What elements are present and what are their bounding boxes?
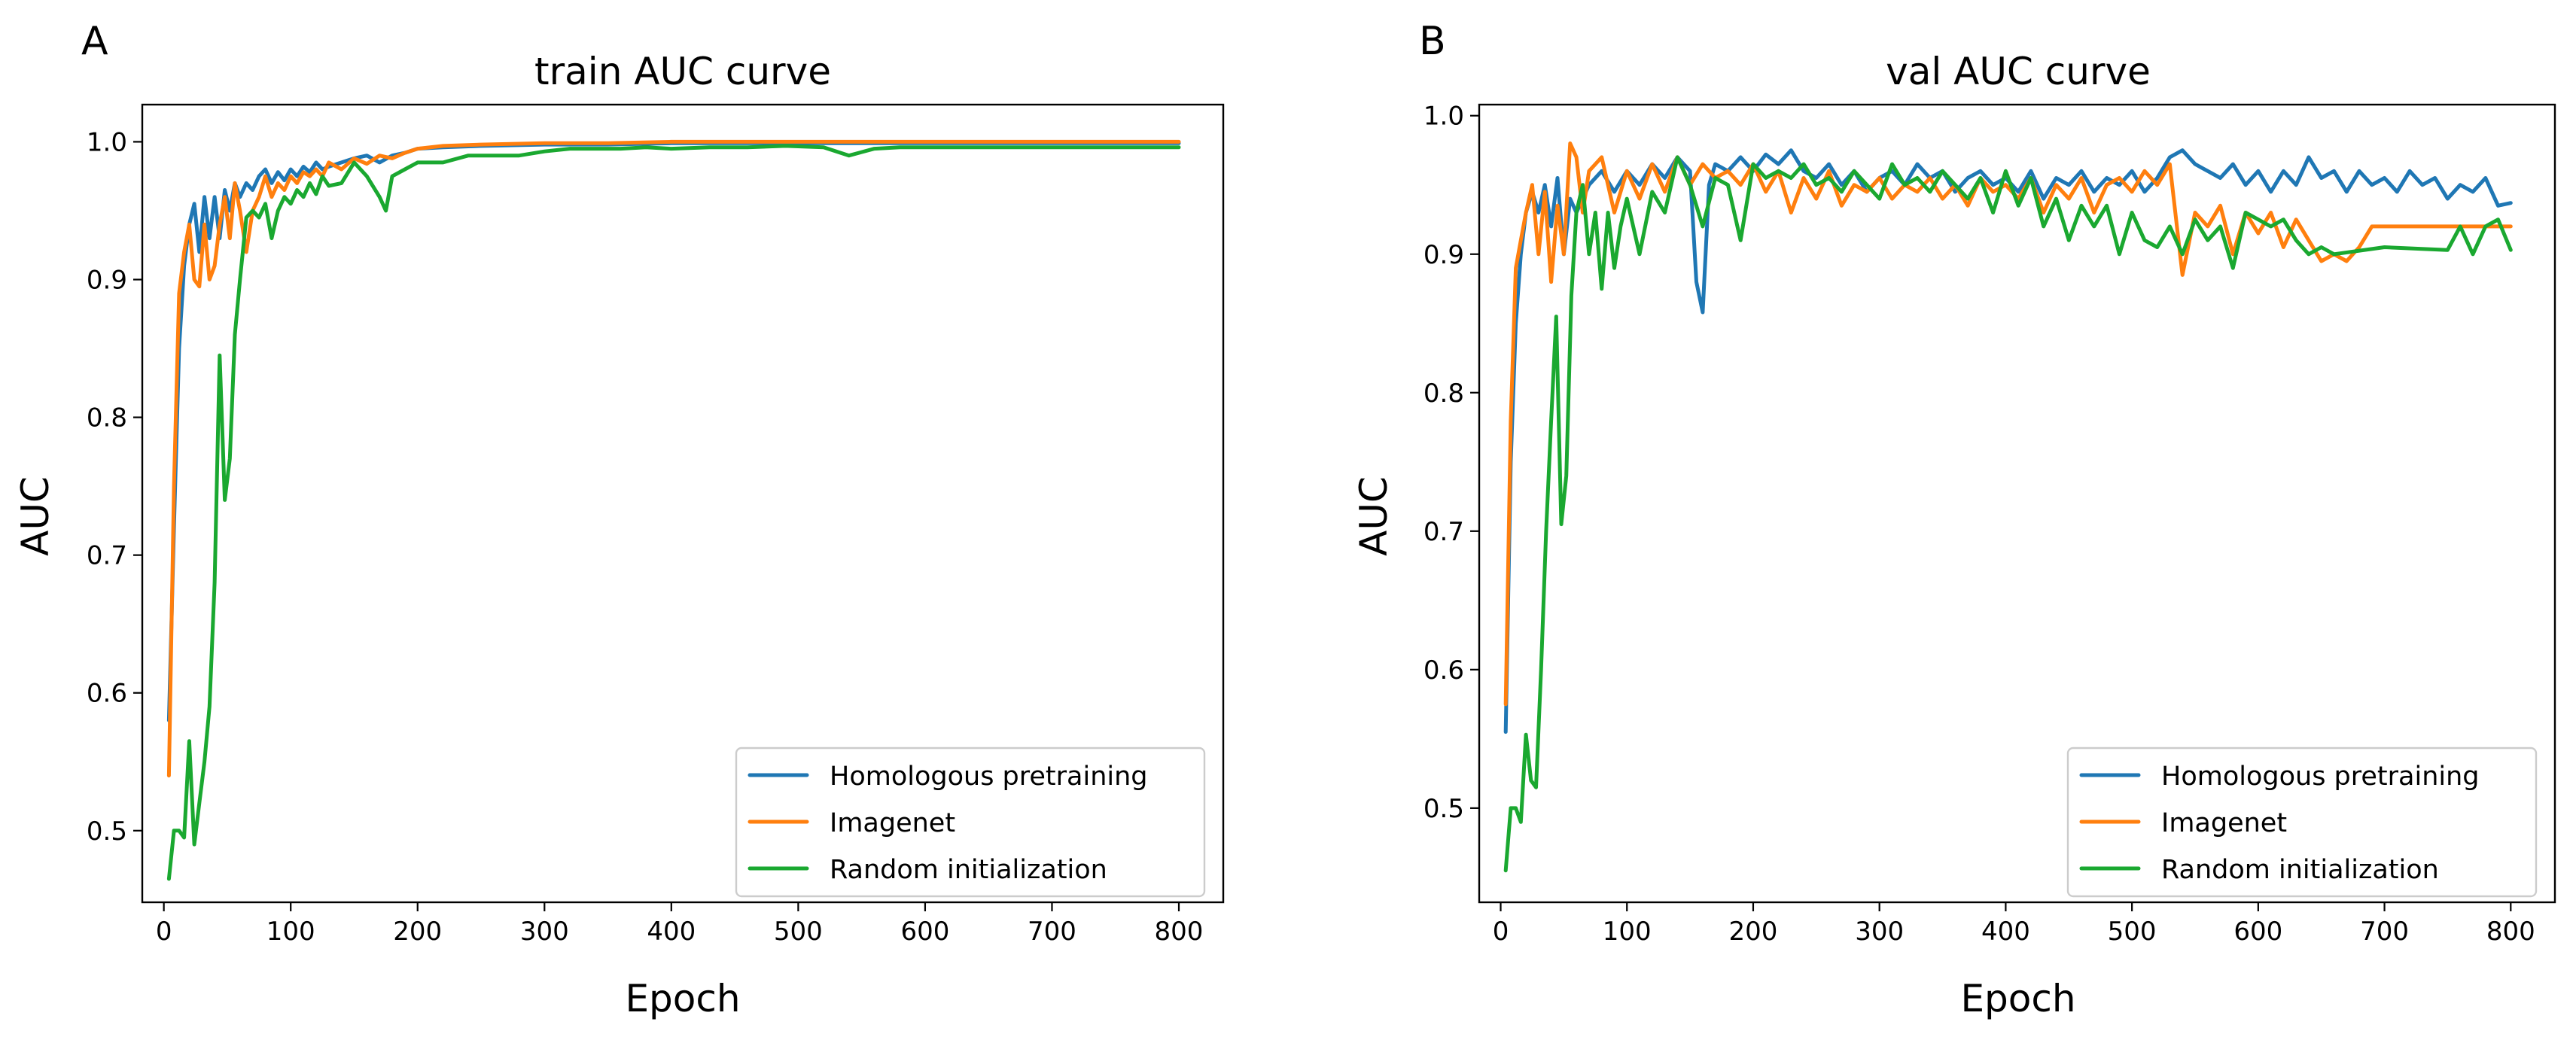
y-tick-label: 0.5 — [1423, 794, 1464, 824]
legend-val: Homologous pretraining Imagenet Random i… — [2066, 747, 2538, 898]
x-tick-label: 400 — [1981, 917, 2030, 947]
panel-label-a: A — [81, 19, 108, 64]
y-tick-label: 0.9 — [87, 266, 127, 296]
x-tick-label: 100 — [266, 917, 315, 947]
legend-train: Homologous pretraining Imagenet Random i… — [735, 747, 1206, 898]
x-tick-label: 800 — [1155, 917, 1204, 947]
chart-title-val: val AUC curve — [1886, 50, 2151, 93]
y-axis-label-train: AUC — [14, 476, 57, 556]
y-tick-label: 1.0 — [1423, 102, 1464, 132]
x-tick-label: 300 — [1855, 917, 1904, 947]
legend-label-homologous: Homologous pretraining — [830, 762, 1148, 792]
y-tick-label: 0.7 — [87, 541, 127, 571]
plot-area-val: 0 100 200 300 400 500 600 700 800 0.5 0.6 0.7 0.8 0.9… — [1423, 102, 2556, 947]
legend-label-random: Random initialization — [830, 855, 1107, 885]
x-tick-label: 500 — [774, 917, 823, 947]
chart-title-train: train AUC curve — [534, 50, 831, 93]
x-tick-label: 500 — [2108, 917, 2157, 947]
y-tick-label: 0.9 — [1423, 240, 1464, 270]
y-axis-label-val: AUC — [1352, 476, 1396, 556]
x-tick-label: 100 — [1603, 917, 1652, 947]
y-tick-label: 0.8 — [1423, 379, 1464, 409]
y-tick-label: 0.7 — [1423, 517, 1464, 547]
legend-label-homologous: Homologous pretraining — [2161, 762, 2480, 792]
y-tick-label: 0.5 — [87, 816, 127, 847]
x-tick-label: 0 — [156, 917, 172, 947]
panel-a: A train AUC curve 0 100 200 300 400 500 600 700… — [14, 19, 1225, 1020]
x-axis-label-val: Epoch — [1960, 977, 2075, 1020]
x-tick-label: 200 — [393, 917, 442, 947]
x-tick-label: 600 — [900, 917, 949, 947]
series-line-homologous — [166, 141, 1181, 722]
y-tick-label: 0.8 — [87, 403, 127, 433]
y-tick-label: 1.0 — [87, 127, 127, 157]
x-tick-label: 800 — [2486, 917, 2535, 947]
legend-label-random: Random initialization — [2161, 855, 2439, 885]
y-tick-label: 0.6 — [1423, 655, 1464, 686]
x-tick-label: 200 — [1729, 917, 1778, 947]
series-line-random — [166, 144, 1181, 881]
y-tick-label: 0.6 — [87, 679, 127, 709]
series-line-random — [1503, 155, 2513, 873]
plot-area-train: 0 100 200 300 400 500 600 700 800 0.5 0.6 0.7 0.8 0.9… — [87, 103, 1225, 947]
x-axis-label-train: Epoch — [625, 977, 740, 1020]
series-line-imagenet — [166, 139, 1181, 778]
panel-label-b: B — [1419, 19, 1446, 64]
x-tick-label: 400 — [647, 917, 696, 947]
x-tick-label: 0 — [1493, 917, 1509, 947]
x-tick-label: 700 — [2360, 917, 2409, 947]
legend-frame — [2066, 747, 2538, 898]
axes-frame — [141, 103, 1225, 904]
axes-frame — [1478, 103, 2556, 904]
x-tick-label: 600 — [2233, 917, 2282, 947]
panel-b: B val AUC curve 0 100 200 300 400 500 600 700 80… — [1352, 19, 2556, 1020]
legend-label-imagenet: Imagenet — [830, 808, 955, 838]
x-tick-label: 700 — [1028, 917, 1076, 947]
series-line-homologous — [1503, 148, 2513, 734]
legend-label-imagenet: Imagenet — [2161, 808, 2287, 838]
legend-frame — [735, 747, 1206, 898]
series-line-imagenet — [1503, 141, 2513, 707]
x-tick-label: 300 — [520, 917, 569, 947]
